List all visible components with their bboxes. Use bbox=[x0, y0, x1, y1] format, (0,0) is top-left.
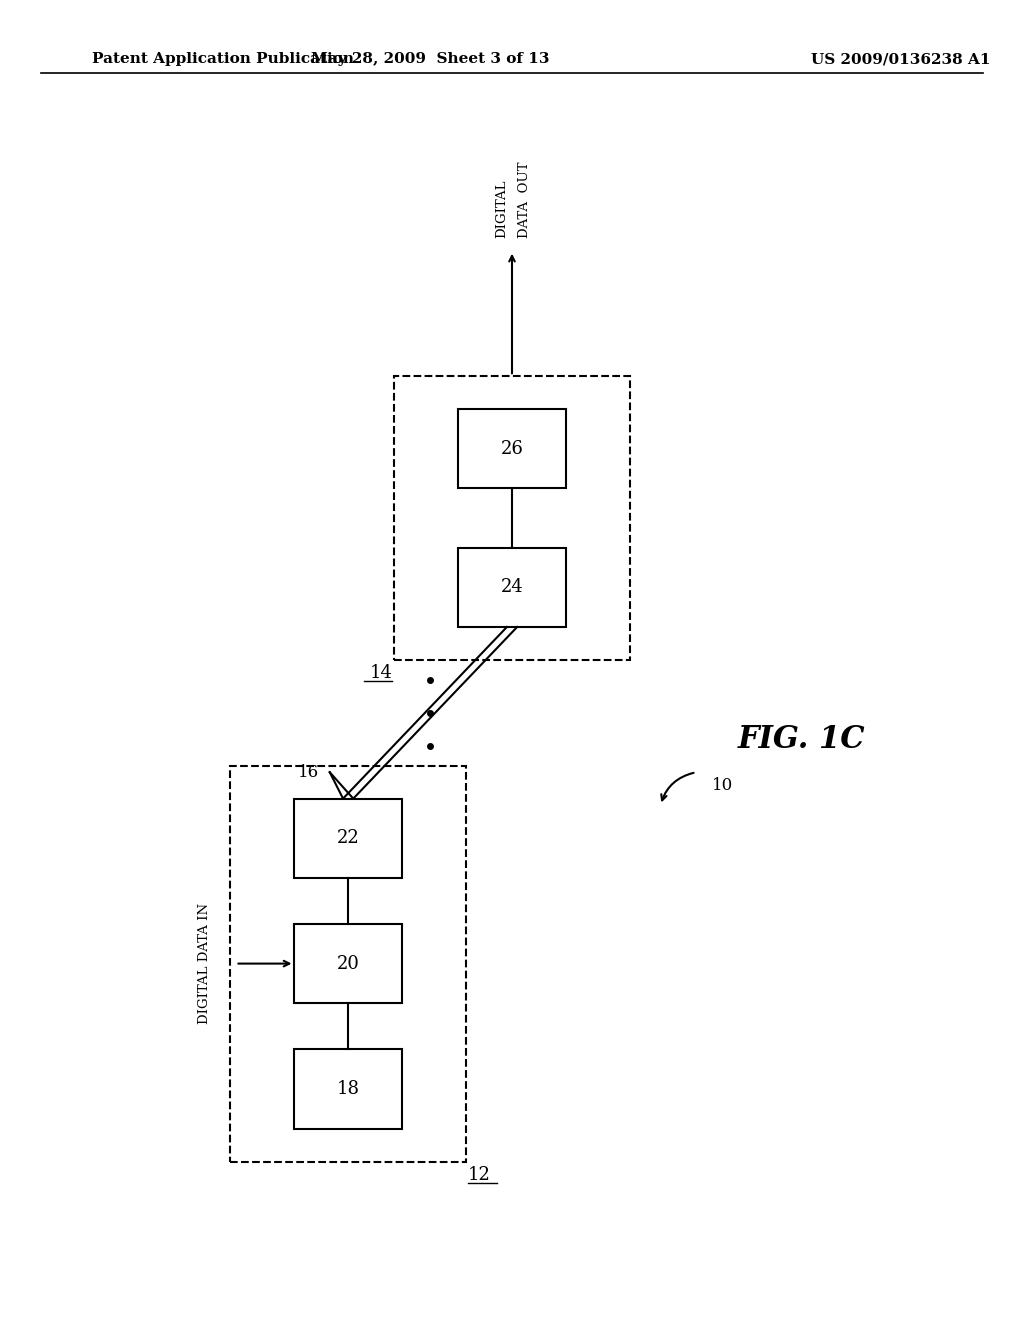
Text: 20: 20 bbox=[337, 954, 359, 973]
Text: 18: 18 bbox=[337, 1080, 359, 1098]
Text: Patent Application Publication: Patent Application Publication bbox=[92, 53, 354, 66]
Text: US 2009/0136238 A1: US 2009/0136238 A1 bbox=[811, 53, 991, 66]
Text: 12: 12 bbox=[468, 1166, 490, 1184]
Text: FIG. 1C: FIG. 1C bbox=[737, 723, 865, 755]
Text: DATA  OUT: DATA OUT bbox=[518, 161, 530, 238]
Text: 22: 22 bbox=[337, 829, 359, 847]
FancyBboxPatch shape bbox=[459, 409, 565, 488]
Text: 24: 24 bbox=[501, 578, 523, 597]
Text: 10: 10 bbox=[712, 777, 733, 793]
FancyBboxPatch shape bbox=[295, 799, 401, 878]
Text: DIGITAL DATA IN: DIGITAL DATA IN bbox=[199, 903, 211, 1024]
Text: May 28, 2009  Sheet 3 of 13: May 28, 2009 Sheet 3 of 13 bbox=[311, 53, 549, 66]
Text: 26: 26 bbox=[501, 440, 523, 458]
FancyBboxPatch shape bbox=[295, 1049, 401, 1129]
Text: DIGITAL: DIGITAL bbox=[496, 180, 508, 238]
Text: 14: 14 bbox=[370, 664, 392, 682]
Text: 16: 16 bbox=[298, 764, 319, 780]
FancyBboxPatch shape bbox=[295, 924, 401, 1003]
FancyBboxPatch shape bbox=[459, 548, 565, 627]
